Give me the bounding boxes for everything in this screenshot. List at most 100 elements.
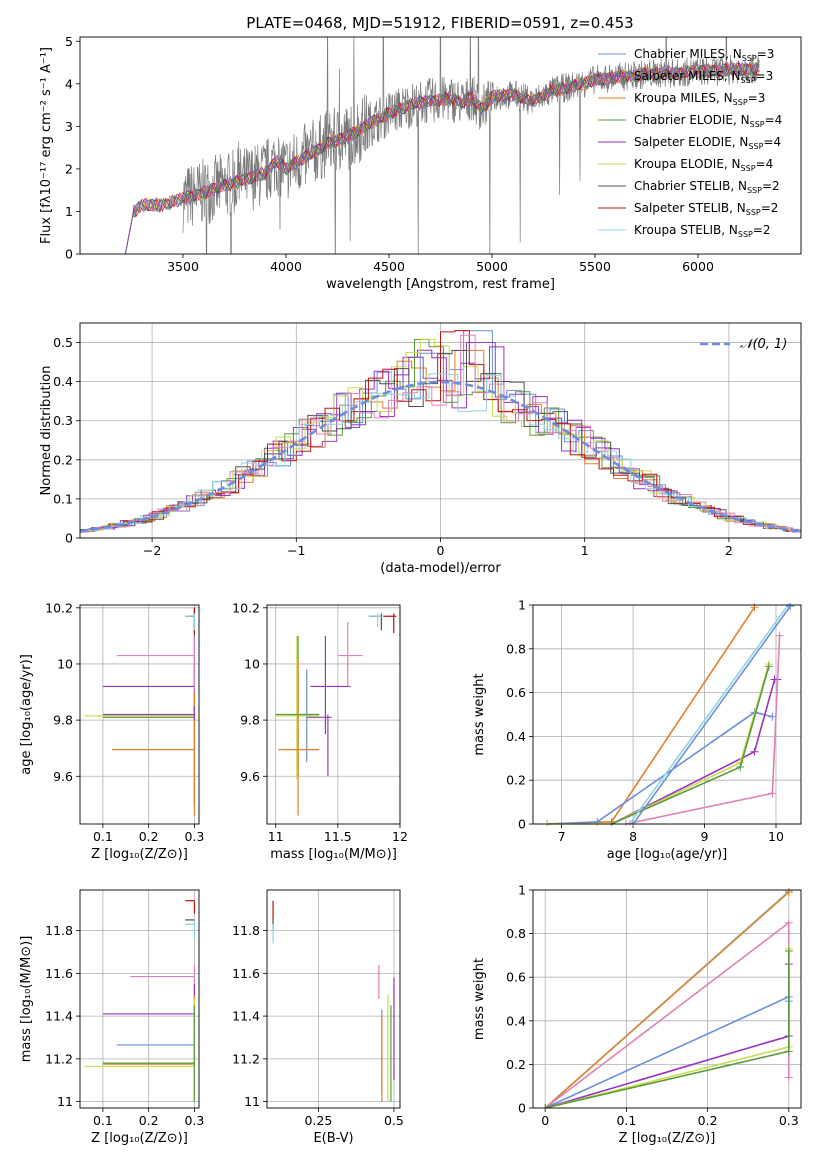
y-tick-label: 0.1: [53, 491, 73, 506]
series-marker-km: [750, 603, 759, 612]
x-tick-label: 0: [541, 1113, 549, 1128]
y-tick-label: 11.8: [232, 923, 260, 938]
series-marker-pink: [775, 631, 784, 640]
y-tick-label: 0.4: [506, 729, 526, 744]
y-tick-label: 1: [518, 598, 526, 613]
x-tick-label: 9: [701, 829, 709, 844]
y-tick-label: 11.2: [232, 1051, 260, 1066]
y-tick-label: 5: [65, 34, 73, 49]
legend-label-ce: Chabrier ELODIE, NSSP=4: [634, 113, 782, 129]
y-tick-label: 11.2: [45, 1051, 73, 1066]
y-tick-label: 11: [244, 1094, 260, 1109]
y-tick-label: 10.2: [45, 600, 73, 615]
gaussian-curve: [80, 380, 801, 533]
series-marker-se: [750, 747, 759, 756]
x-tick-label: 12: [392, 829, 408, 844]
x-tick-label: 10: [768, 829, 784, 844]
series-marker-cm2: [786, 603, 795, 611]
series-line-ke: [545, 948, 790, 1109]
series-marker-pink: [784, 918, 793, 927]
mass_vs_Z-frame: [79, 889, 200, 1109]
x-axis-label: Z [log₁₀(Z/Z⊙)]: [91, 1131, 188, 1146]
y-tick-label: 4: [65, 76, 73, 91]
y-tick-label: 11.8: [45, 923, 73, 938]
legend-label-gauss: 𝒩(0, 1): [740, 337, 787, 352]
y-tick-label: 10: [57, 656, 73, 671]
spectrum-legend: Chabrier MILES, NSSP=3 Salpeter MILES, NS…: [598, 47, 782, 239]
spectrum-data-line: [182, 37, 760, 254]
y-axis-label: Flux [fλ10⁻¹⁷ erg cm⁻² s⁻¹ A⁻¹]: [39, 47, 54, 244]
y-axis-label: mass weight: [472, 958, 487, 1040]
y-tick-label: 0.2: [506, 1057, 526, 1072]
age_vs_Z-frame: [79, 604, 200, 825]
x-tick-label: 4500: [373, 259, 405, 274]
weight_vs_age-axes: 7 8 9 10 0 0.2 0.4 0.6 0.8 1 age [log₁₀(age/yr)] ma…: [472, 598, 801, 862]
x-tick-label: 7: [558, 829, 566, 844]
figure-title: PLATE=0468, MJD=51912, FIBERID=0591, z=0…: [246, 14, 633, 32]
x-tick-label: 11: [268, 829, 284, 844]
mass_vs_EBV-frame: [266, 889, 401, 1109]
series-line-ks: [628, 604, 789, 825]
legend-label-km: Kroupa MILES, NSSP=3: [634, 91, 765, 107]
y-tick-label: 9.6: [240, 769, 260, 784]
y-axis-label: age [log₁₀(age/yr)]: [19, 654, 34, 775]
x-tick-label: 2: [725, 543, 733, 558]
y-tick-label: 0.4: [506, 1013, 526, 1028]
x-tick-label: 0.25: [304, 1113, 332, 1128]
series-marker-km: [784, 888, 793, 897]
age_vs_mass-frame: [266, 604, 401, 825]
x-tick-label: 6000: [682, 259, 714, 274]
x-tick-label: 0.3: [184, 1113, 204, 1128]
y-tick-label: 10.2: [232, 600, 260, 615]
histogram-ke: [80, 338, 801, 533]
x-tick-label: 0.2: [139, 1113, 159, 1128]
y-tick-label: 0.2: [506, 773, 526, 788]
y-tick-label: 11.6: [45, 966, 73, 981]
x-tick-label: 0.3: [779, 1113, 799, 1128]
series-line-km: [544, 891, 790, 1109]
y-tick-label: 11.4: [232, 1009, 260, 1024]
x-axis-label: E(B-V): [313, 1131, 353, 1146]
x-tick-label: −2: [143, 543, 161, 558]
spectrum-frame: [79, 36, 802, 255]
x-tick-label: 8: [629, 829, 637, 844]
series-line-ce: [545, 951, 790, 1109]
series-line-cm: [544, 995, 790, 1109]
x-axis-label: (data-model)/error: [380, 561, 501, 576]
y-axis-label: Normed distribution: [39, 366, 54, 496]
age_vs_Z-axes: 0.1 0.2 0.3 9.6 9.8 10 10.2 Z [log₁₀(Z/Z⊙)] age …: [19, 600, 204, 862]
legend-label-se: Salpeter ELODIE, NSSP=4: [634, 135, 781, 151]
y-tick-label: 10: [244, 656, 260, 671]
weight_vs_age-frame: [532, 604, 802, 825]
legend-label-ks: Kroupa STELIB, NSSP=2: [634, 223, 771, 239]
x-tick-label: 0.3: [184, 829, 204, 844]
series-marker-ce: [764, 662, 773, 671]
model-line-sm: [124, 61, 760, 254]
y-tick-label: 11.4: [45, 1009, 73, 1024]
x-tick-label: 0.5: [384, 1113, 404, 1128]
y-tick-label: 0.8: [506, 641, 526, 656]
x-tick-label: 0.1: [616, 1113, 636, 1128]
weight_vs_Z-series: [541, 888, 793, 1110]
x-axis-label: wavelength [Angstrom, rest frame]: [326, 277, 555, 292]
x-tick-label: 0.2: [139, 829, 159, 844]
histogram-pink: [80, 334, 801, 533]
y-tick-label: 1: [518, 883, 526, 898]
series-line-se: [544, 964, 790, 1109]
y-tick-label: 11.6: [232, 966, 260, 981]
y-tick-label: 3: [65, 119, 73, 134]
x-axis-label: age [log₁₀(age/yr)]: [607, 847, 728, 862]
x-tick-label: 1: [581, 543, 589, 558]
plot-layer: 3500 4000 4500 5000 5500 6000012345wavelength…: [19, 34, 802, 1146]
spectrum-axes: 3500 4000 4500 5000 5500 6000 0 1 2 3 4 5 wavelength…: [39, 34, 714, 292]
y-tick-label: 9.8: [240, 713, 260, 728]
mass_vs_EBV-axes: 0.25 0.5 11 11.2 11.4 11.6 11.8 E(B-V): [232, 890, 404, 1146]
series-line-cm: [547, 711, 773, 825]
series-marker-ce: [736, 763, 745, 772]
residuals-axes: −2 −1 0 1 2 0 0.1 0.2 0.3 0.4 0.5 (data-model)/erro…: [39, 323, 801, 576]
y-tick-label: 0.4: [53, 374, 73, 389]
x-tick-label: 5000: [476, 259, 508, 274]
series-line-pink: [625, 635, 781, 825]
y-tick-label: 0: [65, 531, 73, 546]
